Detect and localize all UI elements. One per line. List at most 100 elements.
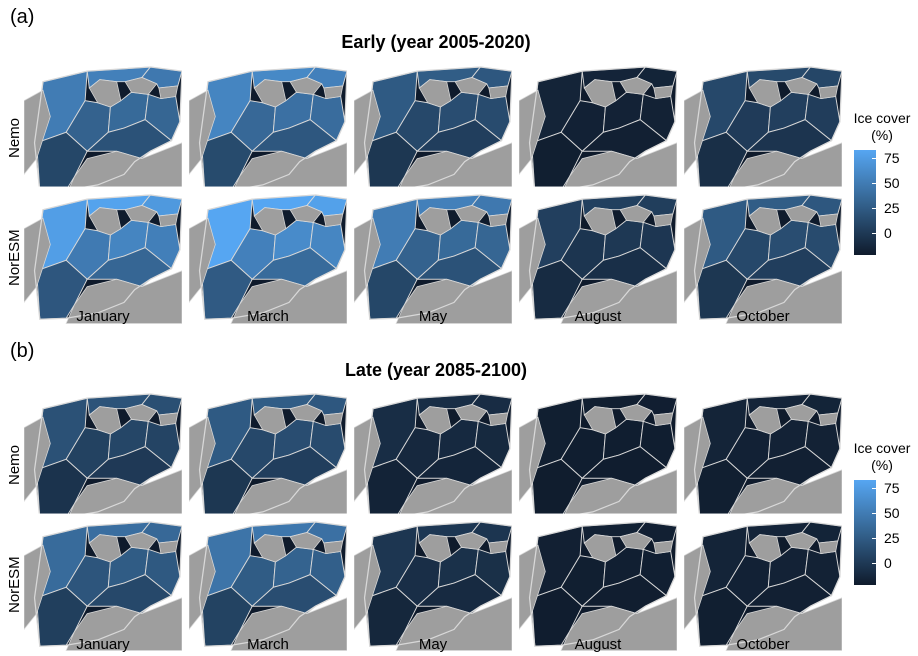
land-mass-2 [748,406,782,435]
colorbar-legend: Ice cover (%) 75 50 25 0 [842,110,918,270]
land-mass-3 [289,532,323,550]
map-noresm-march [189,513,347,651]
land-mass-3 [619,205,653,223]
legend-tick-mark [872,563,876,564]
map-nemo-august [519,385,677,523]
land-mass-3 [124,77,158,95]
land-mass-1 [189,416,216,502]
colorbar-legend: Ice cover (%) 75 50 25 0 [842,440,918,600]
land-mass-2 [748,207,782,236]
land-mass-5 [725,469,842,523]
row-label: NorESM [6,556,23,613]
land-mass-3 [619,77,653,95]
land-mass-3 [619,404,653,422]
land-mass-2 [748,79,782,108]
land-mass-2 [253,79,287,108]
land-mass-1 [684,416,711,502]
panel-letter: (a) [10,6,35,28]
land-mass-3 [454,205,488,223]
panel-title: Late (year 2085-2100) [344,360,528,380]
column-label: March [247,636,289,653]
land-mass-1 [24,544,51,630]
land-mass-4 [158,540,179,554]
land-mass-2 [583,207,617,236]
legend-tick-mark [872,233,876,234]
map-nemo-october [684,58,842,196]
land-mass-3 [454,404,488,422]
map-noresm-may [354,513,512,651]
land-mass-1 [519,416,546,502]
map-nemo-august [519,58,677,196]
panel-title: Early (year 2005-2020) [341,32,531,52]
sea-outline [33,521,182,647]
legend-tick-mark [872,513,876,514]
map-nemo-march [189,58,347,196]
map-nemo-may [354,385,512,523]
land-mass-5 [395,597,512,651]
land-mass-2 [253,534,287,563]
land-mass-4 [653,540,674,554]
land-mass-2 [88,534,122,563]
legend-tick-label: 50 [884,175,900,191]
row-label: Nemo [6,117,23,158]
column-label: January [76,636,130,653]
land-mass-1 [189,544,216,630]
land-mass-2 [418,406,452,435]
land-mass-5 [395,142,512,196]
land-mass-4 [488,85,509,99]
land-mass-2 [88,406,122,435]
legend-tick-mark [872,208,876,209]
land-mass-5 [395,270,512,324]
legend-tick-label: 0 [884,555,892,571]
land-mass-2 [583,534,617,563]
land-mass-5 [560,597,677,651]
land-mass-3 [784,404,818,422]
land-mass-1 [684,544,711,630]
map-nemo-january [24,385,182,523]
map-nemo-may [354,58,512,196]
land-mass-4 [158,213,179,227]
map-nemo-march [189,385,347,523]
legend-tick-label: 25 [884,530,900,546]
land-mass-2 [418,79,452,108]
legend-tick-label: 75 [884,480,900,496]
legend-tick-label: 25 [884,200,900,216]
legend-tick-label: 75 [884,150,900,166]
map-noresm-august [519,186,677,324]
land-mass-3 [619,532,653,550]
legend-colorbar [854,480,876,585]
land-mass-5 [230,597,347,651]
column-label: October [736,308,790,325]
legend-tick-mark [872,183,876,184]
land-mass-4 [323,85,344,99]
column-label: May [418,636,448,653]
legend-tick-label: 50 [884,505,900,521]
land-mass-4 [488,412,509,426]
land-mass-1 [24,217,51,303]
map-noresm-may [354,186,512,324]
land-mass-3 [124,404,158,422]
map-noresm-march [189,186,347,324]
land-mass-1 [189,89,216,175]
legend-title: (%) [871,457,893,473]
land-mass-3 [289,404,323,422]
land-mass-5 [230,270,347,324]
column-label: August [574,636,622,653]
map-noresm-august [519,513,677,651]
land-mass-4 [653,412,674,426]
map-noresm-october [684,513,842,651]
land-mass-2 [253,207,287,236]
land-mass-2 [583,79,617,108]
land-mass-5 [560,142,677,196]
land-mass-2 [88,79,122,108]
land-mass-4 [818,85,839,99]
land-mass-3 [289,205,323,223]
land-mass-4 [818,213,839,227]
land-mass-3 [784,532,818,550]
land-mass-4 [488,540,509,554]
land-mass-3 [784,205,818,223]
column-label: August [574,308,622,325]
sea-outline [363,194,512,320]
land-mass-4 [323,540,344,554]
land-mass-3 [124,205,158,223]
